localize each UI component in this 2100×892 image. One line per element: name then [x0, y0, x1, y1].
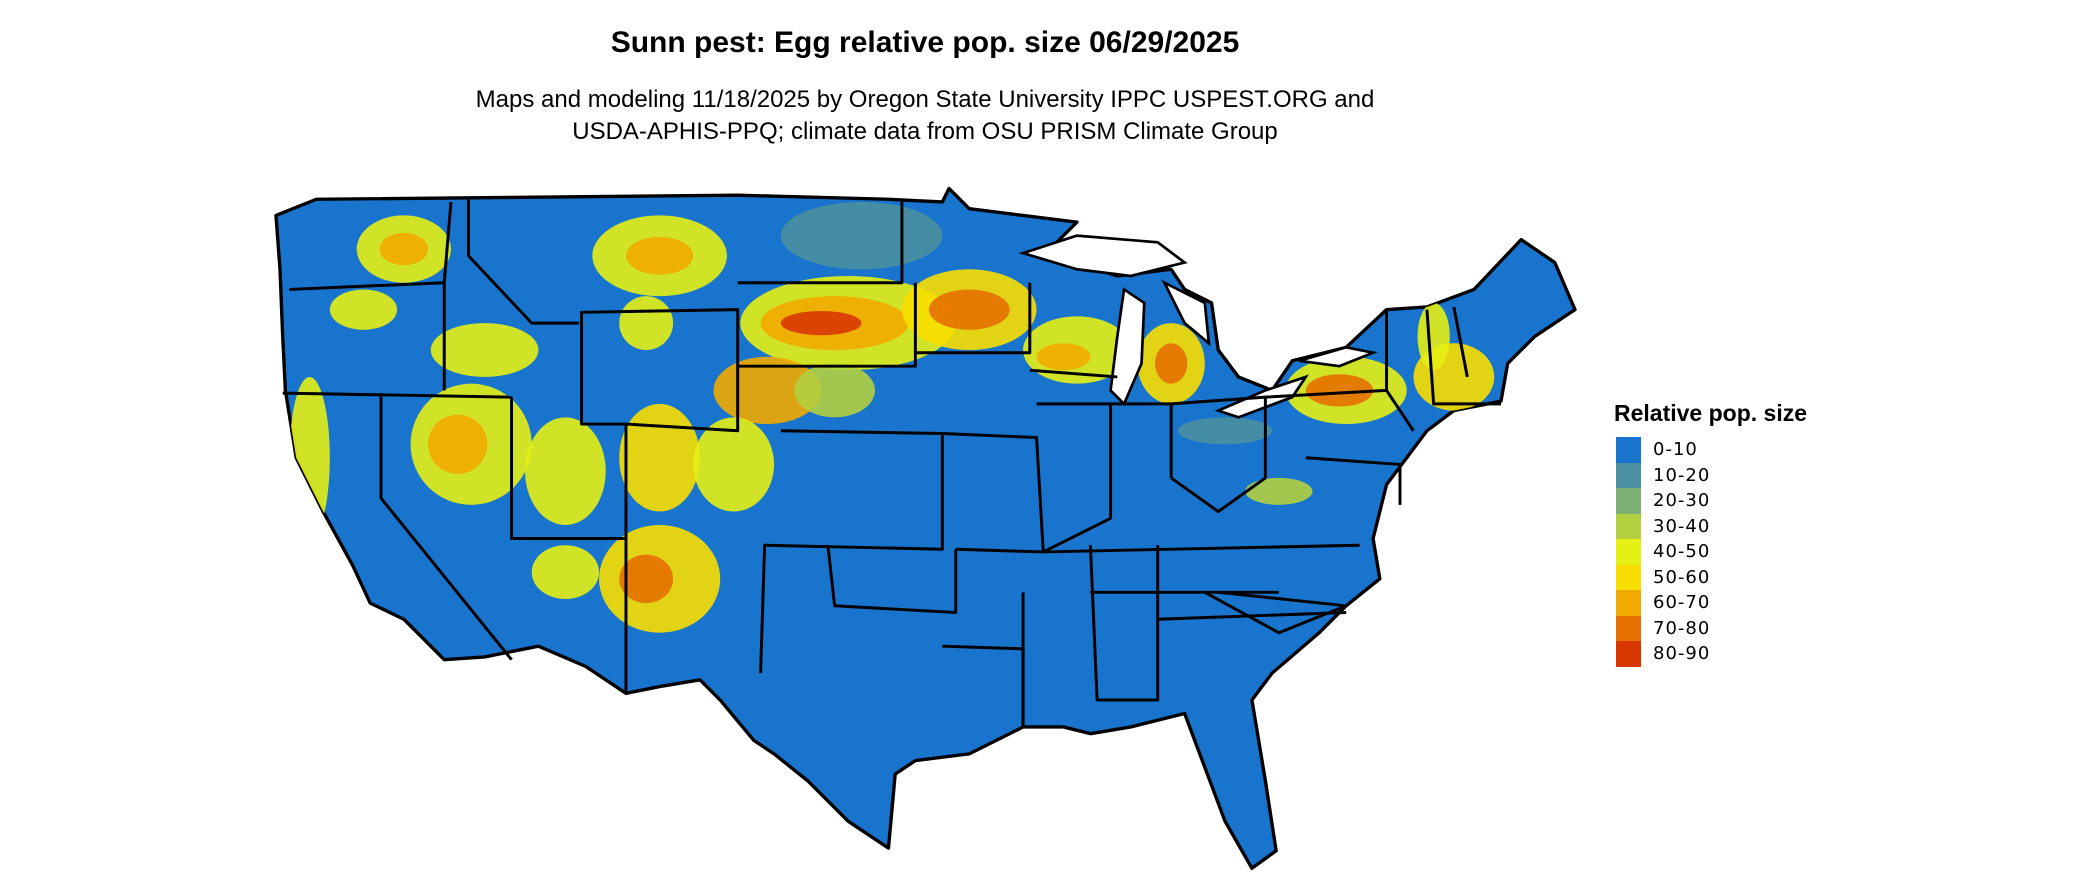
- legend: Relative pop. size 0-10 10-20 20-30 30-40 40…: [1614, 400, 1808, 667]
- risk-area: [713, 356, 822, 425]
- state-boundary: [1157, 611, 1347, 621]
- legend-swatch: [1616, 641, 1641, 667]
- us-outline: [274, 186, 1577, 870]
- legend-item: 20-30: [1616, 488, 1807, 514]
- risk-area: [794, 363, 875, 418]
- legend-item: 10-20: [1616, 462, 1807, 488]
- risk-area: [625, 236, 694, 275]
- state-boundary: [1029, 368, 1118, 379]
- lake: [1298, 345, 1378, 368]
- legend-item: 70-80: [1616, 615, 1807, 641]
- legend-swatch: [1616, 590, 1641, 616]
- state-boundary: [826, 545, 958, 615]
- risk-area: [619, 296, 674, 351]
- lake: [1018, 234, 1188, 278]
- risk-area: [619, 403, 700, 512]
- risk-area: [430, 323, 539, 377]
- state-boundary: [1088, 545, 1160, 702]
- state-boundary: [379, 393, 513, 661]
- state-boundary: [1036, 402, 1113, 554]
- risk-area: [329, 289, 398, 330]
- risk-areas: [289, 201, 1495, 633]
- state-boundary: [1452, 306, 1469, 378]
- state-boundary: [1305, 456, 1402, 505]
- state-boundary: [466, 199, 579, 325]
- risk-area: [780, 310, 862, 336]
- legend-label: 50-60: [1653, 566, 1711, 588]
- legend-label: 80-90: [1653, 643, 1711, 665]
- state-boundary: [737, 282, 917, 368]
- risk-area: [531, 545, 600, 600]
- risk-area: [525, 417, 606, 526]
- risk-area: [693, 417, 775, 512]
- risk-area: [1036, 343, 1091, 371]
- lake: [1161, 279, 1211, 347]
- legend-swatch: [1616, 437, 1641, 463]
- legend-label: 40-50: [1653, 541, 1711, 563]
- risk-area: [780, 201, 943, 270]
- map-subtitle: Maps and modeling 11/18/2025 by Oregon S…: [0, 84, 1850, 148]
- legend-swatch: [1616, 513, 1641, 539]
- legend-item: 50-60: [1616, 564, 1807, 590]
- map-title: Sunn pest: Egg relative pop. size 06/29/…: [610, 26, 1240, 59]
- legend-item: 60-70: [1616, 590, 1807, 616]
- legend-item: 40-50: [1616, 539, 1807, 565]
- legend-swatch: [1616, 564, 1641, 590]
- risk-area: [1245, 477, 1313, 505]
- legend-label: 60-70: [1653, 592, 1711, 614]
- risk-area: [1305, 374, 1374, 407]
- state-boundary: [737, 199, 904, 285]
- legend-swatch: [1616, 615, 1641, 641]
- state-boundaries: [282, 199, 1501, 727]
- risk-area: [1177, 417, 1273, 445]
- state-boundary: [282, 391, 512, 399]
- legend-label: 10-20: [1653, 464, 1711, 486]
- state-boundary: [942, 644, 1025, 727]
- legend-item: 80-90: [1616, 641, 1807, 667]
- risk-area: [379, 232, 429, 266]
- state-boundary: [1425, 309, 1501, 406]
- legend-label: 70-80: [1653, 617, 1711, 639]
- legend-label: 20-30: [1653, 490, 1711, 512]
- state-boundary: [915, 282, 1032, 355]
- legend-title: Relative pop. size: [1614, 400, 1808, 426]
- state-boundary: [580, 308, 740, 433]
- risk-area: [428, 414, 488, 474]
- legend-item: 30-40: [1616, 513, 1807, 539]
- subtitle-line-2: USDA-APHIS-PPQ; climate data from OSU PR…: [572, 118, 1278, 145]
- legend-label: 0-10: [1653, 439, 1698, 461]
- risk-area: [1155, 343, 1188, 384]
- risk-area: [1417, 302, 1450, 371]
- subtitle-line-1: Maps and modeling 11/18/2025 by Oregon S…: [475, 86, 1375, 113]
- state-boundary: [510, 397, 626, 540]
- state-boundary: [942, 432, 1045, 554]
- state-boundary: [1204, 590, 1348, 635]
- risk-area: [928, 289, 1010, 330]
- state-boundary: [1043, 543, 1360, 554]
- risk-area: [619, 554, 674, 604]
- legend-item: 0-10: [1616, 437, 1807, 463]
- state-boundary: [1170, 395, 1267, 514]
- state-boundary: [759, 429, 944, 674]
- legend-swatch: [1616, 462, 1641, 488]
- legend-swatch: [1616, 488, 1641, 514]
- legend-label: 30-40: [1653, 515, 1711, 537]
- legend-swatch: [1616, 539, 1641, 565]
